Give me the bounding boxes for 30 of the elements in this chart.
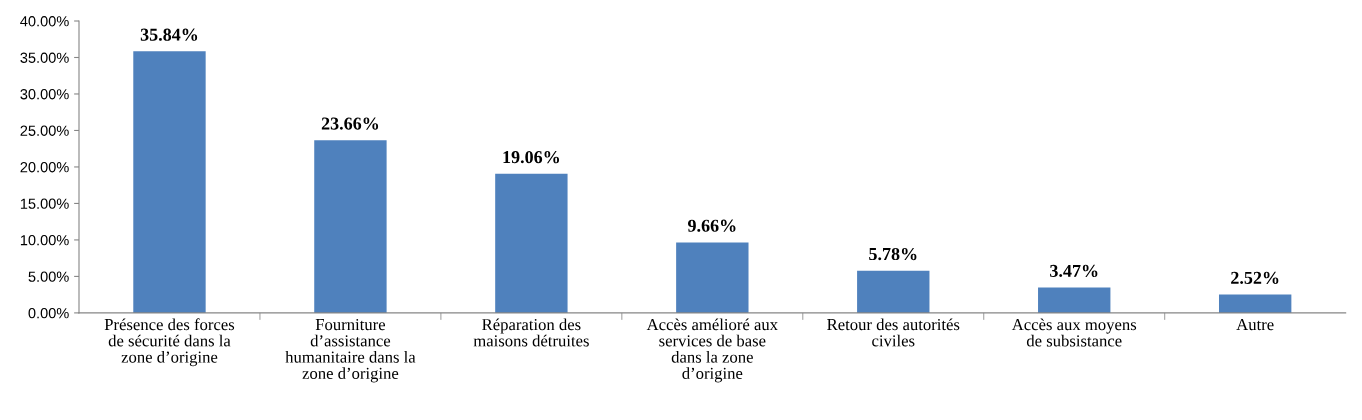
bar (676, 242, 749, 313)
x-tick-label: Accès aux moyens de subsistance (1011, 318, 1137, 347)
data-label: 3.47% (1050, 264, 1098, 278)
x-tick-label: Accès amélioré aux services de base dans la zone d’origine (646, 318, 778, 383)
y-tick-label: 30.00% (20, 89, 69, 100)
y-tick-label: 0.00% (28, 308, 69, 319)
x-tick-label: Retour des autorités civiles (827, 318, 960, 347)
y-tick-label: 10.00% (20, 235, 69, 246)
data-label: 35.84% (140, 28, 198, 41)
y-tick-label: 20.00% (20, 162, 69, 173)
x-tick-label: Présence des forces de sécurité dans la zone d’origine (104, 318, 235, 367)
bar (1218, 294, 1292, 313)
bar (495, 173, 568, 313)
bar (314, 140, 387, 313)
data-label: 19.06% (503, 151, 560, 164)
y-tick-label: 15.00% (20, 198, 69, 209)
bar (857, 270, 930, 313)
data-label: 2.52% (1231, 271, 1279, 284)
bar (1038, 287, 1111, 313)
data-label: 9.66% (687, 219, 736, 232)
x-tick-label: Fourniture d’assistance humanitaire dans la zone d’origine (285, 318, 416, 383)
y-tick-label: 35.00% (20, 52, 69, 63)
x-tick-label: Réparation des maisons détruites (473, 318, 589, 347)
data-label: 5.78% (869, 247, 917, 261)
y-tick-label: 5.00% (28, 271, 69, 282)
y-tick-label: 25.00% (20, 125, 69, 136)
y-tick-label: 40.00% (20, 16, 69, 27)
x-tick-label: Autre (1236, 319, 1274, 331)
bar (133, 51, 206, 313)
data-label: 23.66% (321, 117, 379, 130)
